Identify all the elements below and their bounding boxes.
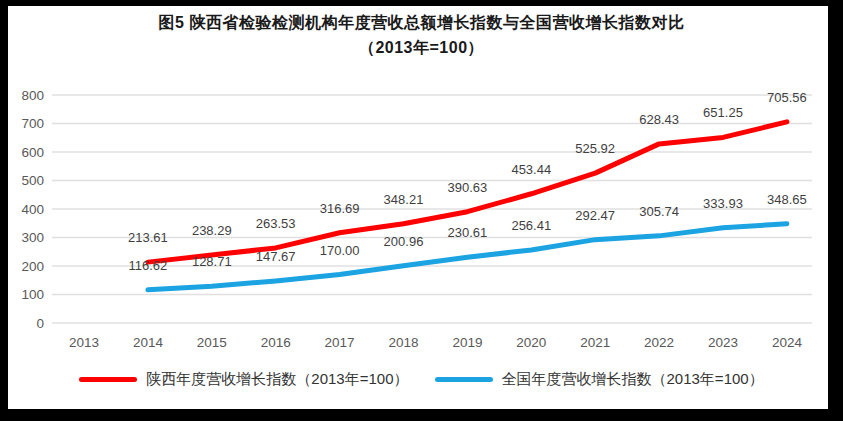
y-tick-label: 0 (36, 316, 44, 331)
data-label: 390.63 (448, 180, 488, 195)
data-label: 230.61 (448, 225, 488, 240)
x-tick-label: 2013 (69, 335, 99, 350)
data-label: 256.41 (511, 218, 551, 233)
y-tick-label: 400 (21, 202, 44, 217)
data-label: 213.61 (128, 230, 168, 245)
data-label: 170.00 (320, 243, 360, 258)
x-tick-label: 2014 (133, 335, 164, 350)
y-tick-label: 300 (21, 230, 44, 245)
legend-item-shaanxi: 陕西年度营收增长指数（2013年=100） (79, 370, 408, 389)
data-label: 628.43 (639, 112, 679, 127)
legend-label-national: 全国年度营收增长指数（2013年=100） (502, 370, 764, 389)
data-label: 348.65 (767, 192, 807, 207)
legend-item-national: 全国年度营收增长指数（2013年=100） (435, 370, 764, 389)
data-label: 525.92 (575, 141, 615, 156)
legend-swatch-blue-line (435, 377, 493, 382)
x-tick-label: 2023 (708, 335, 738, 350)
data-label: 316.69 (320, 201, 360, 216)
figure-canvas: 图5 陕西省检验检测机构年度营收总额增长指数与全国营收增长指数对比 （2013年… (0, 0, 843, 421)
y-tick-label: 800 (21, 88, 44, 103)
line-chart: 0 100 200 300 400 500 600 700 800 2013 2014 2015 201… (0, 0, 843, 421)
data-label: 128.71 (192, 254, 232, 269)
x-tick-label: 2022 (644, 335, 674, 350)
y-tick-label: 600 (21, 145, 44, 160)
data-label: 705.56 (767, 90, 807, 105)
data-label: 333.93 (703, 196, 743, 211)
y-tick-label: 100 (21, 287, 44, 302)
data-label: 305.74 (639, 204, 679, 219)
x-tick-label: 2020 (516, 335, 546, 350)
y-tick-label: 700 (21, 116, 44, 131)
data-label: 116.62 (129, 258, 168, 273)
x-tick-label: 2019 (452, 335, 482, 350)
legend-swatch-red-line (79, 377, 137, 382)
x-tick-label: 2016 (261, 335, 291, 350)
x-tick-label: 2015 (197, 335, 227, 350)
x-tick-label: 2017 (325, 335, 355, 350)
data-label: 200.96 (384, 234, 424, 249)
x-tick-label: 2024 (772, 335, 803, 350)
data-label: 292.47 (575, 208, 615, 223)
data-label: 147.67 (256, 249, 296, 264)
legend-label-shaanxi: 陕西年度营收增长指数（2013年=100） (146, 370, 408, 389)
y-tick-label: 200 (21, 259, 44, 274)
data-label: 238.29 (192, 223, 232, 238)
x-tick-label: 2021 (580, 335, 610, 350)
data-label: 263.53 (256, 216, 296, 231)
y-tick-label: 500 (21, 173, 44, 188)
x-tick-label: 2018 (388, 335, 418, 350)
data-label: 348.21 (384, 192, 424, 207)
data-label: 651.25 (703, 105, 743, 120)
legend: 陕西年度营收增长指数（2013年=100） 全国年度营收增长指数（2013年=1… (0, 370, 843, 389)
data-label: 453.44 (511, 162, 551, 177)
